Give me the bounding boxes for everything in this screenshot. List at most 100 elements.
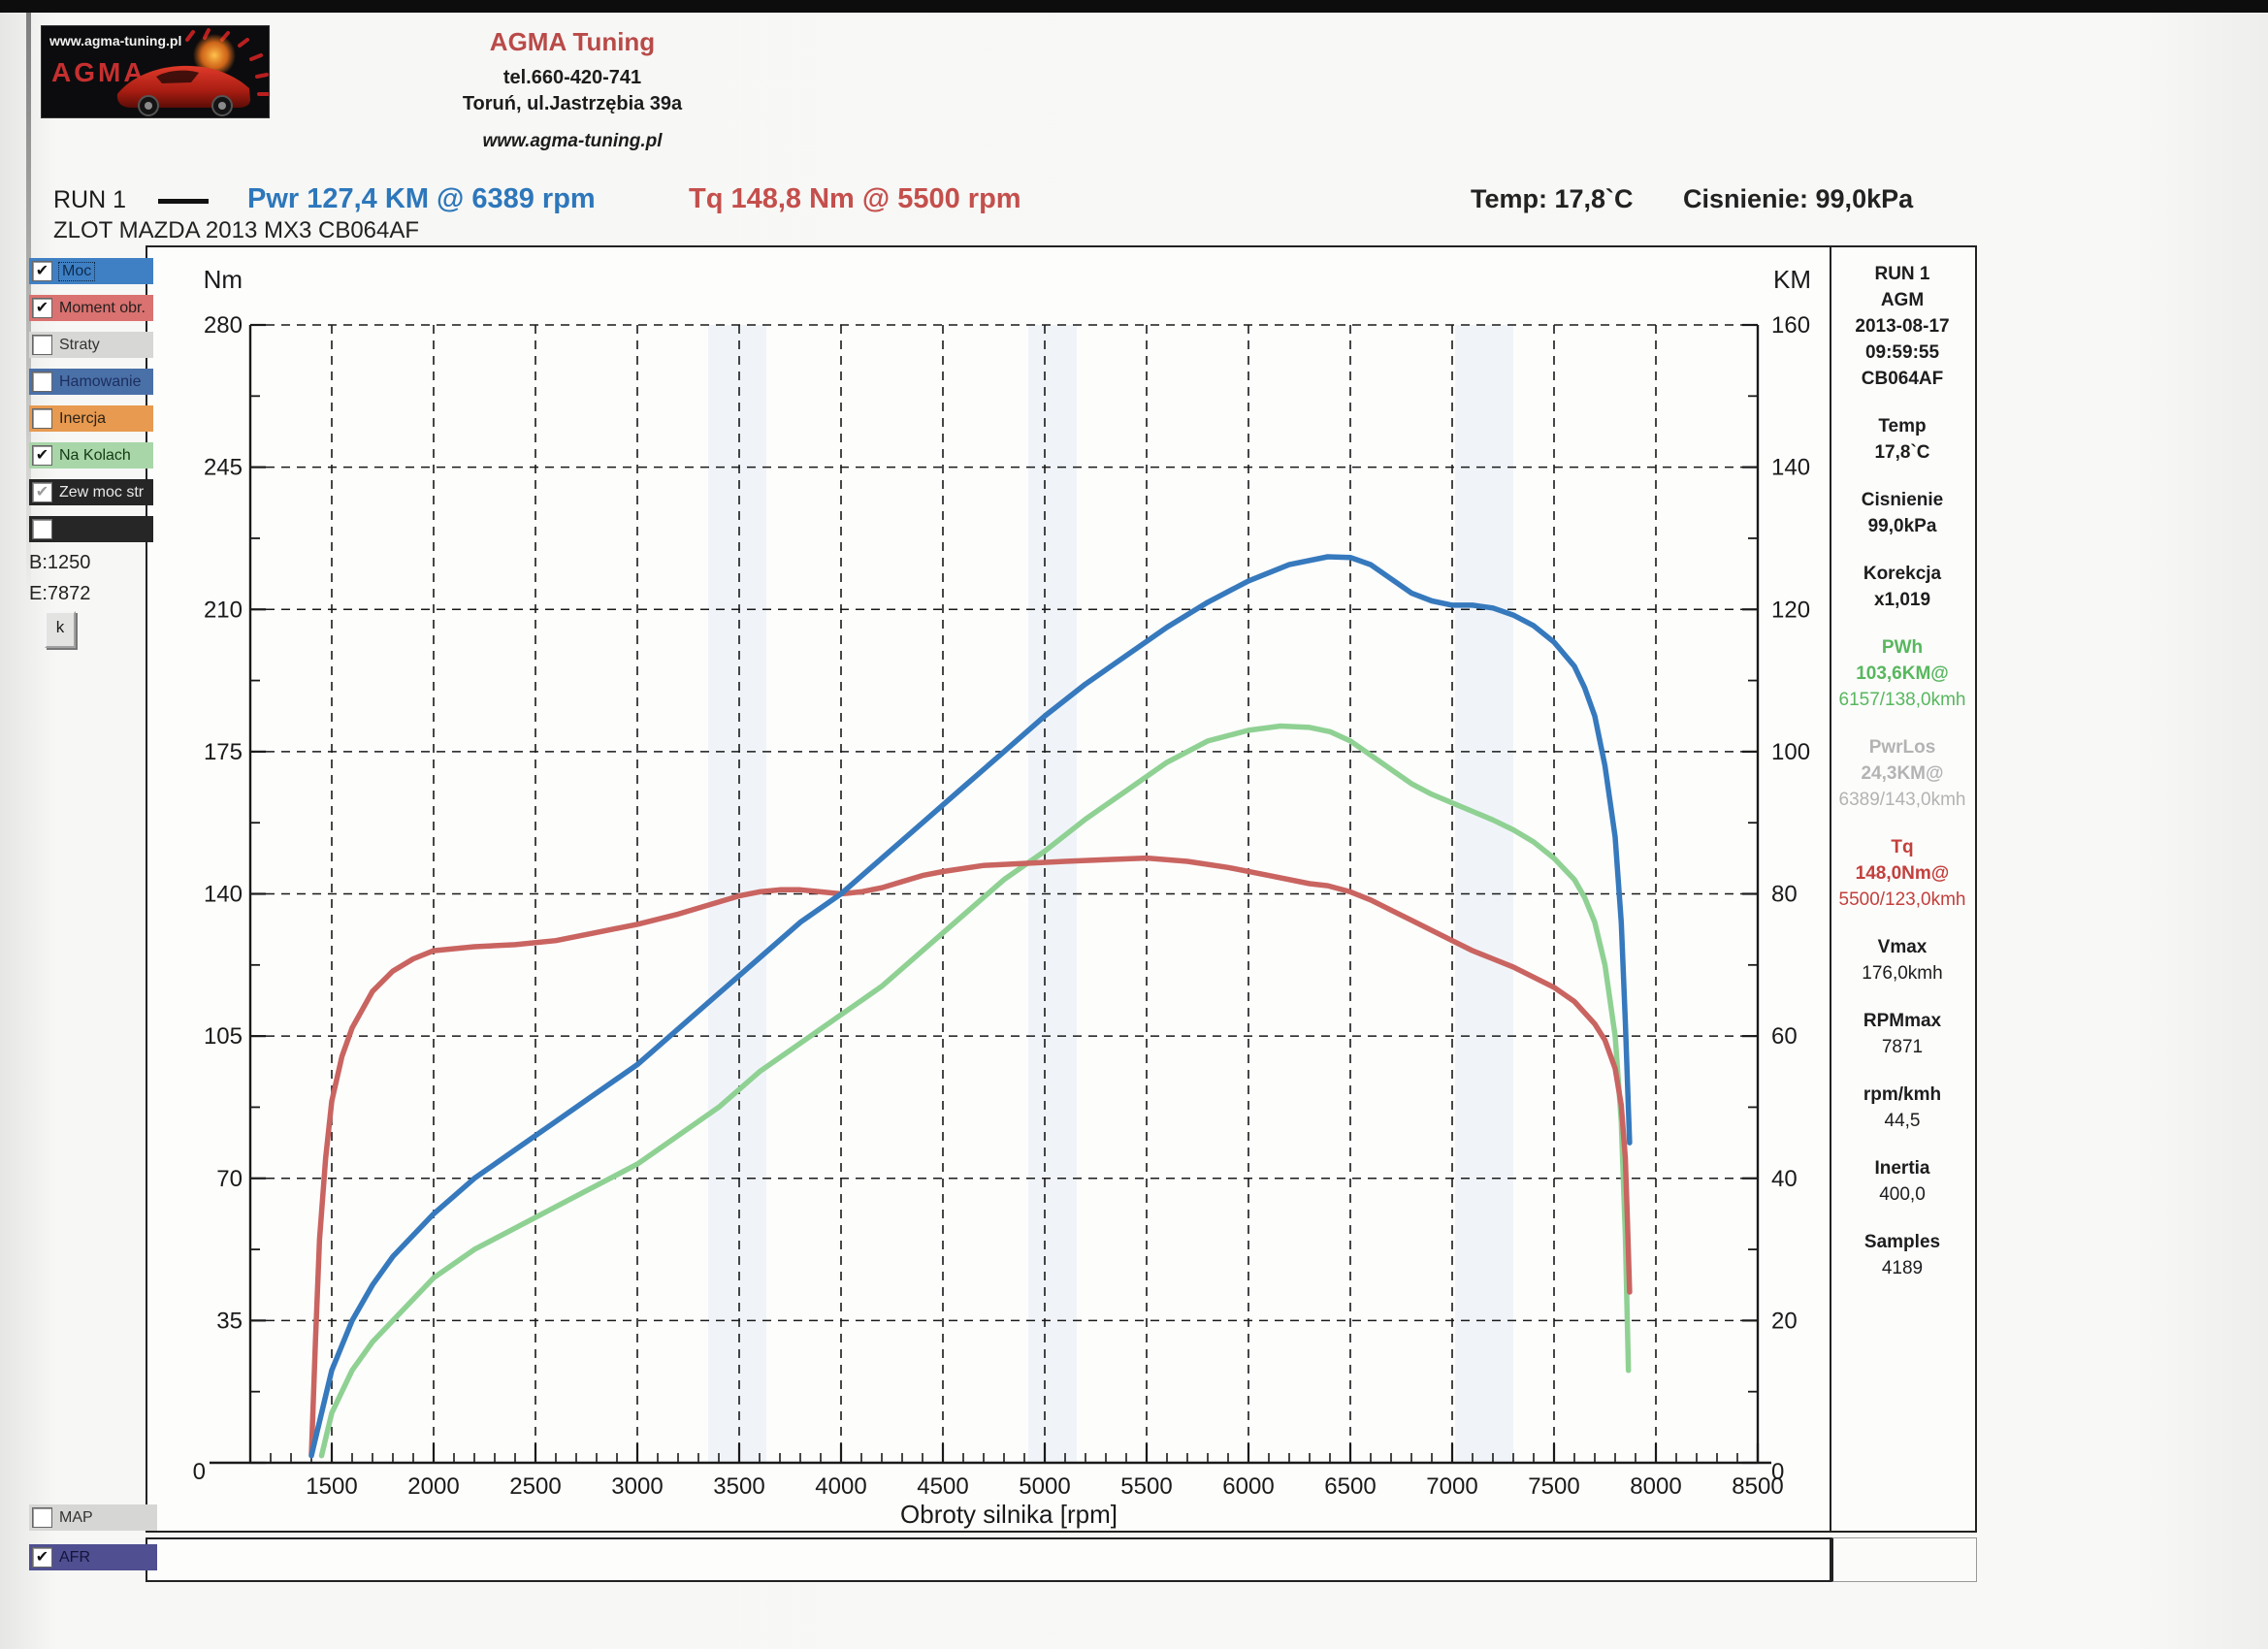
side-panel-group: RPMmax 7871 bbox=[1831, 1008, 1973, 1060]
toggle-label: Hamowanie bbox=[59, 372, 142, 390]
side-panel-line: 4189 bbox=[1881, 1258, 1924, 1278]
side-panel-line: 44,5 bbox=[1884, 1111, 1921, 1131]
axis-label: 245 bbox=[204, 455, 243, 481]
logo-url-text: www.agma-tuning.pl bbox=[49, 33, 182, 48]
side-panel-line: 400,0 bbox=[1879, 1184, 1926, 1205]
company-header: AGMA Tuning tel.660-420-741 Toruń, ul.Ja… bbox=[417, 27, 728, 152]
curve-legend: ✔ Moc ✔ Moment obr. Straty Hamowanie Inercja ✔ N… bbox=[29, 258, 153, 553]
legend-item-hamowanie[interactable]: Hamowanie bbox=[29, 369, 153, 395]
axis-label: 80 bbox=[1771, 882, 1798, 908]
axis-label: 6000 bbox=[1222, 1473, 1274, 1500]
axis-label: 7000 bbox=[1426, 1473, 1477, 1500]
side-panel-line: 6157/138,0kmh bbox=[1838, 690, 1966, 710]
side-panel-line: 99,0kPa bbox=[1867, 516, 1937, 536]
axis-label: 8500 bbox=[1732, 1473, 1783, 1500]
side-panel-line: rpm/kmh bbox=[1863, 1084, 1942, 1105]
side-panel-line: Samples bbox=[1863, 1232, 1941, 1252]
checkbox-icon[interactable] bbox=[32, 519, 52, 539]
side-panel-group: PwrLos 24,3KM@ 6389/143,0kmh bbox=[1831, 734, 1973, 813]
scan-artifact-top-bar bbox=[0, 0, 2268, 13]
axis-label: 4500 bbox=[917, 1473, 968, 1500]
checkbox-icon[interactable]: ✔ bbox=[32, 482, 52, 502]
legend-item-na-kolach[interactable]: ✔ Na Kolach bbox=[29, 442, 153, 469]
curve-na-kolach-moc-na-ko-ach- bbox=[318, 723, 1632, 1459]
axis-label: 0 bbox=[193, 1459, 206, 1485]
curve-moment-obr-tq- bbox=[308, 855, 1633, 1458]
axis-label: 100 bbox=[1771, 739, 1810, 765]
axis-label: 3500 bbox=[713, 1473, 764, 1500]
side-panel-line: 5500/123,0kmh bbox=[1838, 889, 1966, 910]
side-panel-group: rpm/kmh 44,5 bbox=[1831, 1082, 1973, 1134]
run-color-sample-line bbox=[158, 199, 209, 204]
bottom-toggles: MAP ✔ AFR bbox=[29, 1504, 157, 1584]
run-header-row: RUN 1 Pwr 127,4 KM @ 6389 rpm Tq 148,8 N… bbox=[0, 183, 2268, 217]
axis-label: 175 bbox=[204, 739, 243, 765]
temperature-reading: Temp: 17,8`C bbox=[1471, 184, 1634, 213]
checkbox-icon[interactable]: ✔ bbox=[32, 1547, 52, 1568]
side-panel-line: 09:59:55 bbox=[1864, 342, 1940, 363]
agma-logo: www.agma-tuning.pl AGMA bbox=[41, 25, 270, 118]
toggle-label: Na Kolach bbox=[59, 446, 131, 464]
toggle-label: Zew moc str bbox=[59, 483, 145, 501]
toggle-label: Moment obr. bbox=[59, 299, 146, 316]
checkbox-icon[interactable] bbox=[32, 408, 52, 429]
axis-label: 7500 bbox=[1528, 1473, 1579, 1500]
side-panel-line: CB064AF bbox=[1861, 369, 1944, 389]
legend-item-straty[interactable]: Straty bbox=[29, 332, 153, 358]
company-website: www.agma-tuning.pl bbox=[482, 131, 663, 151]
axis-label: 6500 bbox=[1324, 1473, 1376, 1500]
axis-label: 1500 bbox=[306, 1473, 357, 1500]
company-address: Toruń, ul.Jastrzębia 39a bbox=[462, 93, 683, 114]
checkbox-icon[interactable] bbox=[32, 372, 52, 392]
checkbox-icon[interactable]: ✔ bbox=[32, 298, 52, 318]
legend-item-inercja[interactable]: Inercja bbox=[29, 405, 153, 432]
legend-item-moc[interactable]: ✔ Moc bbox=[29, 258, 153, 284]
axis-label: 20 bbox=[1771, 1308, 1798, 1334]
dyno-chart: 35 70 105 140 175 210 245 280 0 Nm 20 40 60 80 100 120 1… bbox=[193, 265, 1811, 1529]
k-button[interactable]: k bbox=[45, 611, 76, 648]
scan-tint-stripe bbox=[1028, 325, 1077, 1463]
side-panel-line: Temp bbox=[1878, 416, 1927, 436]
side-panel-line: RPMmax bbox=[1863, 1011, 1942, 1031]
axis-label: 160 bbox=[1771, 312, 1810, 339]
side-panel-line: PWh bbox=[1881, 637, 1924, 658]
toggle-label: Straty bbox=[59, 336, 100, 353]
afr-strip bbox=[146, 1537, 1831, 1582]
bottom-toggle-afr[interactable]: ✔ AFR bbox=[29, 1544, 157, 1570]
checkbox-icon[interactable] bbox=[32, 1507, 52, 1528]
checkbox-icon[interactable] bbox=[32, 335, 52, 355]
axis-label: 2000 bbox=[407, 1473, 459, 1500]
legend-item-zew-moc-str[interactable]: ✔ Zew moc str bbox=[29, 479, 153, 505]
axis-label: 3000 bbox=[611, 1473, 663, 1500]
axis-label: 35 bbox=[216, 1308, 243, 1334]
side-panel-line: RUN 1 bbox=[1874, 264, 1930, 284]
legend-item-moment-obr-[interactable]: ✔ Moment obr. bbox=[29, 295, 153, 321]
side-panel-group: Samples 4189 bbox=[1831, 1229, 1973, 1281]
bottom-toggle-map[interactable]: MAP bbox=[29, 1504, 157, 1531]
side-panel-line: Cisnienie bbox=[1861, 490, 1944, 510]
side-panel-line: x1,019 bbox=[1873, 590, 1931, 610]
side-panel-group: Cisnienie 99,0kPa bbox=[1831, 487, 1973, 539]
range-begin: B:1250 bbox=[29, 552, 91, 573]
side-panel-line: 176,0kmh bbox=[1862, 963, 1943, 984]
toggle-label: MAP bbox=[59, 1508, 93, 1526]
side-panel-line: Vmax bbox=[1877, 937, 1928, 957]
checkbox-icon[interactable]: ✔ bbox=[32, 261, 52, 281]
axis-label: 60 bbox=[1771, 1023, 1798, 1050]
side-panel-group: RUN 1 AGM 2013-08-17 09:59:55 CB064AF bbox=[1831, 261, 1973, 392]
side-panel-line: Inertia bbox=[1874, 1158, 1930, 1179]
axis-label: 8000 bbox=[1630, 1473, 1681, 1500]
side-panel-line: 103,6KM@ bbox=[1856, 663, 1949, 684]
company-name: AGMA Tuning bbox=[489, 27, 656, 56]
checkbox-icon[interactable]: ✔ bbox=[32, 445, 52, 466]
side-panel-group: Temp 17,8`C bbox=[1831, 413, 1973, 466]
side-panel-group: PWh 103,6KM@ 6157/138,0kmh bbox=[1831, 634, 1973, 713]
scan-artifact-left-edge bbox=[26, 13, 31, 595]
side-panel-line: 148,0Nm@ bbox=[1855, 863, 1950, 884]
legend-item-blank[interactable] bbox=[29, 516, 153, 542]
results-side-panel: RUN 1 AGM 2013-08-17 09:59:55 CB064AF Temp 17,… bbox=[1831, 245, 1977, 1533]
curve-moc-pwr- bbox=[308, 554, 1633, 1459]
axis-label: 4000 bbox=[815, 1473, 866, 1500]
pressure-reading: Cisnienie: 99,0kPa bbox=[1683, 184, 1914, 213]
